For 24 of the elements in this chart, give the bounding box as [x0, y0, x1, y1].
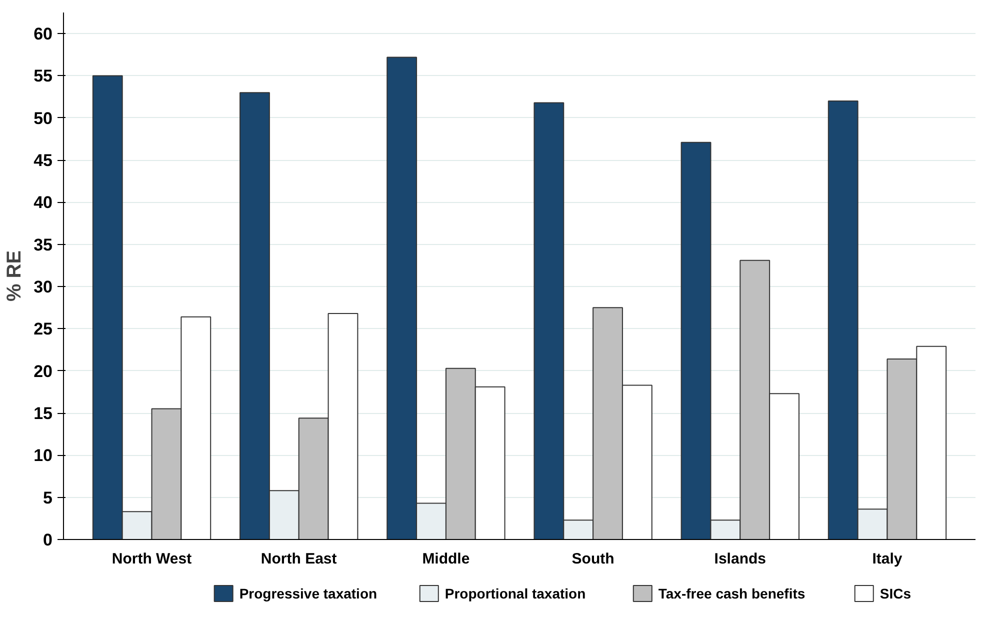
- y-tick-label: 35: [34, 235, 53, 254]
- legend-label: SICs: [880, 586, 912, 602]
- y-axis-title: % RE: [4, 250, 26, 302]
- x-tick-label: Middle: [422, 550, 470, 568]
- y-tick-label: 25: [34, 320, 53, 339]
- x-tick-label: Islands: [714, 550, 766, 568]
- x-tick-label: North West: [112, 550, 192, 568]
- x-tick-label: South: [572, 550, 614, 568]
- y-tick-label: 60: [34, 24, 53, 44]
- y-tick-label: 10: [34, 446, 53, 466]
- x-tick-label: North East: [260, 550, 337, 568]
- y-tick-label: 50: [34, 108, 53, 128]
- legend-label: Progressive taxation: [239, 586, 378, 602]
- y-tick-label: 55: [34, 66, 53, 86]
- y-tick-label: 20: [34, 362, 53, 381]
- legend-label: Proportional taxation: [444, 586, 586, 602]
- x-tick-label: Italy: [872, 550, 903, 568]
- y-tick-label: 15: [34, 404, 53, 424]
- y-tick-label: 5: [43, 488, 53, 508]
- y-tick-label: 40: [34, 193, 53, 212]
- y-tick-label: 0: [43, 530, 53, 550]
- y-tick-label: 30: [34, 278, 53, 297]
- y-tick-label: 45: [34, 151, 53, 170]
- legend-label: Tax-free cash benefits: [658, 586, 806, 602]
